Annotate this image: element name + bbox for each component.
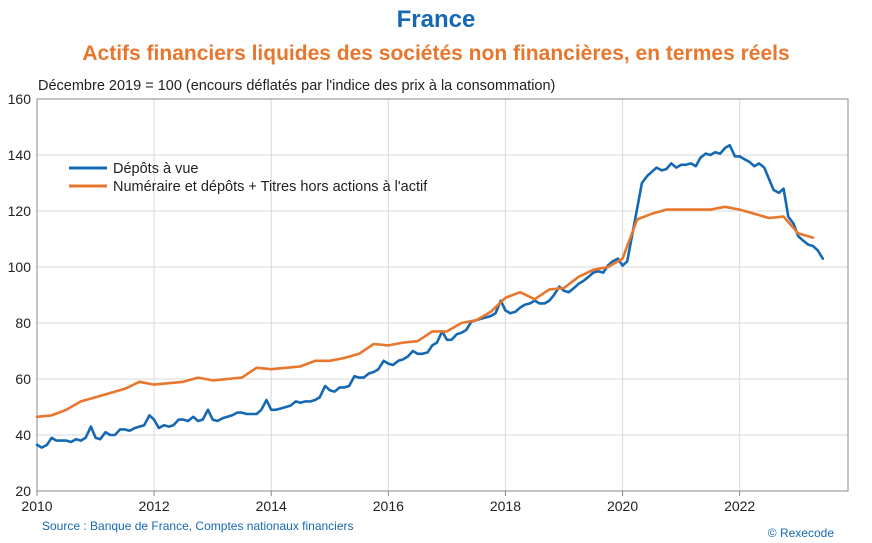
y-axis-note: Décembre 2019 = 100 (encours déflatés pa… xyxy=(38,78,556,94)
y-tick-label: 80 xyxy=(15,315,31,331)
x-tick-label: 2014 xyxy=(256,498,287,514)
series-line-numeraire-depots-titres xyxy=(35,205,815,419)
x-tick-label: 2018 xyxy=(490,498,521,514)
plot-frame xyxy=(36,98,849,492)
chart-legend: Dépôts à vue Numéraire et dépôts + Titres… xyxy=(69,161,428,195)
chart-series xyxy=(35,143,825,449)
y-tick-label: 20 xyxy=(15,483,31,499)
chart-title: France xyxy=(396,6,476,33)
x-tick-label: 2022 xyxy=(724,498,755,514)
series-line-depots-a-vue xyxy=(35,143,825,449)
chart-subtitle: Actifs financiers liquides des sociétés … xyxy=(82,42,790,65)
copyright-note: © Rexecode xyxy=(767,526,834,540)
legend-label: Numéraire et dépôts + Titres hors action… xyxy=(113,179,428,195)
y-tick-label: 140 xyxy=(8,147,32,163)
source-note: Source : Banque de France, Comptes natio… xyxy=(42,519,354,533)
x-tick-label: 2020 xyxy=(607,498,638,514)
y-tick-label: 120 xyxy=(8,203,32,219)
y-tick-label: 40 xyxy=(15,427,31,443)
chart-axes: 20 40 60 80 100 120 140 160 2010 2012 2014 2016 2018… xyxy=(8,91,849,514)
y-tick-label: 60 xyxy=(15,371,31,387)
x-tick-label: 2012 xyxy=(139,498,170,514)
y-tick-label: 160 xyxy=(8,91,32,107)
legend-label: Dépôts à vue xyxy=(113,161,198,177)
x-tick-label: 2016 xyxy=(373,498,404,514)
x-tick-label: 2010 xyxy=(21,498,52,514)
chart-grid xyxy=(37,98,848,491)
y-tick-label: 100 xyxy=(8,259,32,275)
